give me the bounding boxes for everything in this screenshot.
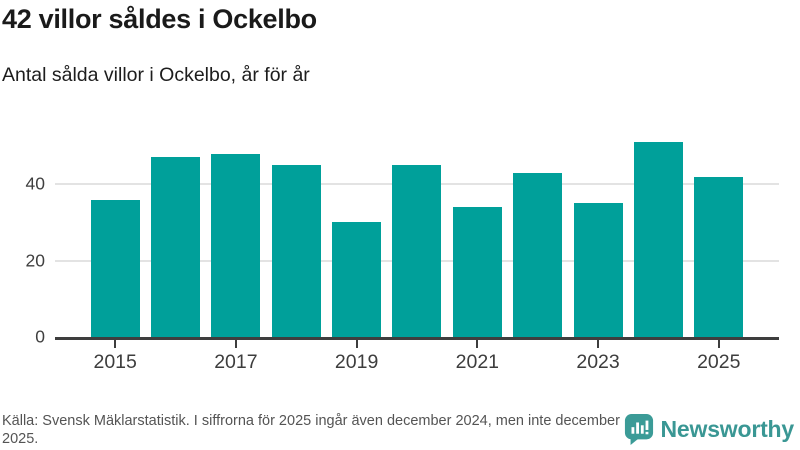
bar-2023	[573, 203, 623, 337]
x-tick-label-2023: 2023	[576, 351, 620, 373]
y-tick-label-40: 40	[25, 173, 45, 194]
bar-2016	[151, 157, 201, 337]
plot-area	[55, 125, 779, 340]
x-slot-2016	[145, 340, 205, 374]
x-tick-2015	[114, 340, 117, 348]
x-axis-labels: 2015 2017 2019 2021 2023 2025	[55, 340, 779, 374]
x-slot-2019: 2019	[326, 340, 386, 374]
x-slot-2020	[387, 340, 447, 374]
x-slot-2021: 2021	[447, 340, 507, 374]
newsworthy-chart-bubble-icon	[624, 413, 654, 446]
bar-slot-2023	[568, 125, 628, 337]
x-tick-label-2021: 2021	[455, 351, 500, 373]
bar-slot-2015	[85, 125, 145, 337]
x-slot-2015: 2015	[85, 340, 145, 374]
bar-2015	[90, 199, 140, 337]
x-tick-label-2025: 2025	[697, 351, 741, 373]
footer: Källa: Svensk Mäklarstatistik. I siffror…	[0, 412, 800, 448]
page-title: 42 villor såldes i Ockelbo	[2, 4, 317, 34]
bar-2019	[332, 222, 382, 337]
x-slot-2023: 2023	[568, 340, 628, 374]
bar-2018	[271, 165, 321, 337]
x-tick-2025	[717, 340, 720, 348]
x-tick-label-2015: 2015	[93, 351, 137, 373]
chart-subtitle: Antal sålda villor i Ockelbo, år för år	[2, 64, 310, 86]
y-axis-labels: 0 20 40	[0, 125, 45, 345]
bar-2021	[452, 207, 502, 337]
bar-slot-2016	[145, 125, 205, 337]
y-tick-label-0: 0	[35, 326, 45, 347]
bar-slot-2021	[447, 125, 507, 337]
x-slot-2025: 2025	[689, 340, 749, 374]
bar-2017	[211, 153, 261, 337]
bar-slot-2020	[387, 125, 447, 337]
brand-name: Newsworthy	[660, 416, 795, 443]
newsworthy-logo: Newsworthy	[624, 413, 794, 446]
source-note: Källa: Svensk Mäklarstatistik. I siffror…	[2, 412, 620, 447]
bar-slot-2017	[206, 125, 266, 337]
x-slot-2022	[508, 340, 568, 374]
x-axis-line	[55, 337, 779, 340]
bar-slot-2025	[689, 125, 749, 337]
bar-slot-2018	[266, 125, 326, 337]
x-tick-2021	[476, 340, 479, 348]
x-tick-2019	[355, 340, 358, 348]
x-tick-label-2019: 2019	[334, 351, 379, 373]
bar-2022	[513, 172, 563, 337]
bars-row	[55, 125, 779, 337]
bar-2024	[633, 142, 683, 337]
y-tick-label-20: 20	[25, 249, 45, 270]
x-tick-2017	[234, 340, 237, 348]
x-slot-2024	[628, 340, 688, 374]
bar-slot-2024	[628, 125, 688, 337]
bar-slot-2019	[326, 125, 386, 337]
bar-2020	[392, 165, 442, 337]
x-slot-2018	[266, 340, 326, 374]
bar-slot-2022	[508, 125, 568, 337]
x-slot-2017: 2017	[206, 340, 266, 374]
bar-2025	[694, 176, 744, 337]
x-tick-2023	[597, 340, 600, 348]
x-tick-label-2017: 2017	[214, 351, 258, 373]
